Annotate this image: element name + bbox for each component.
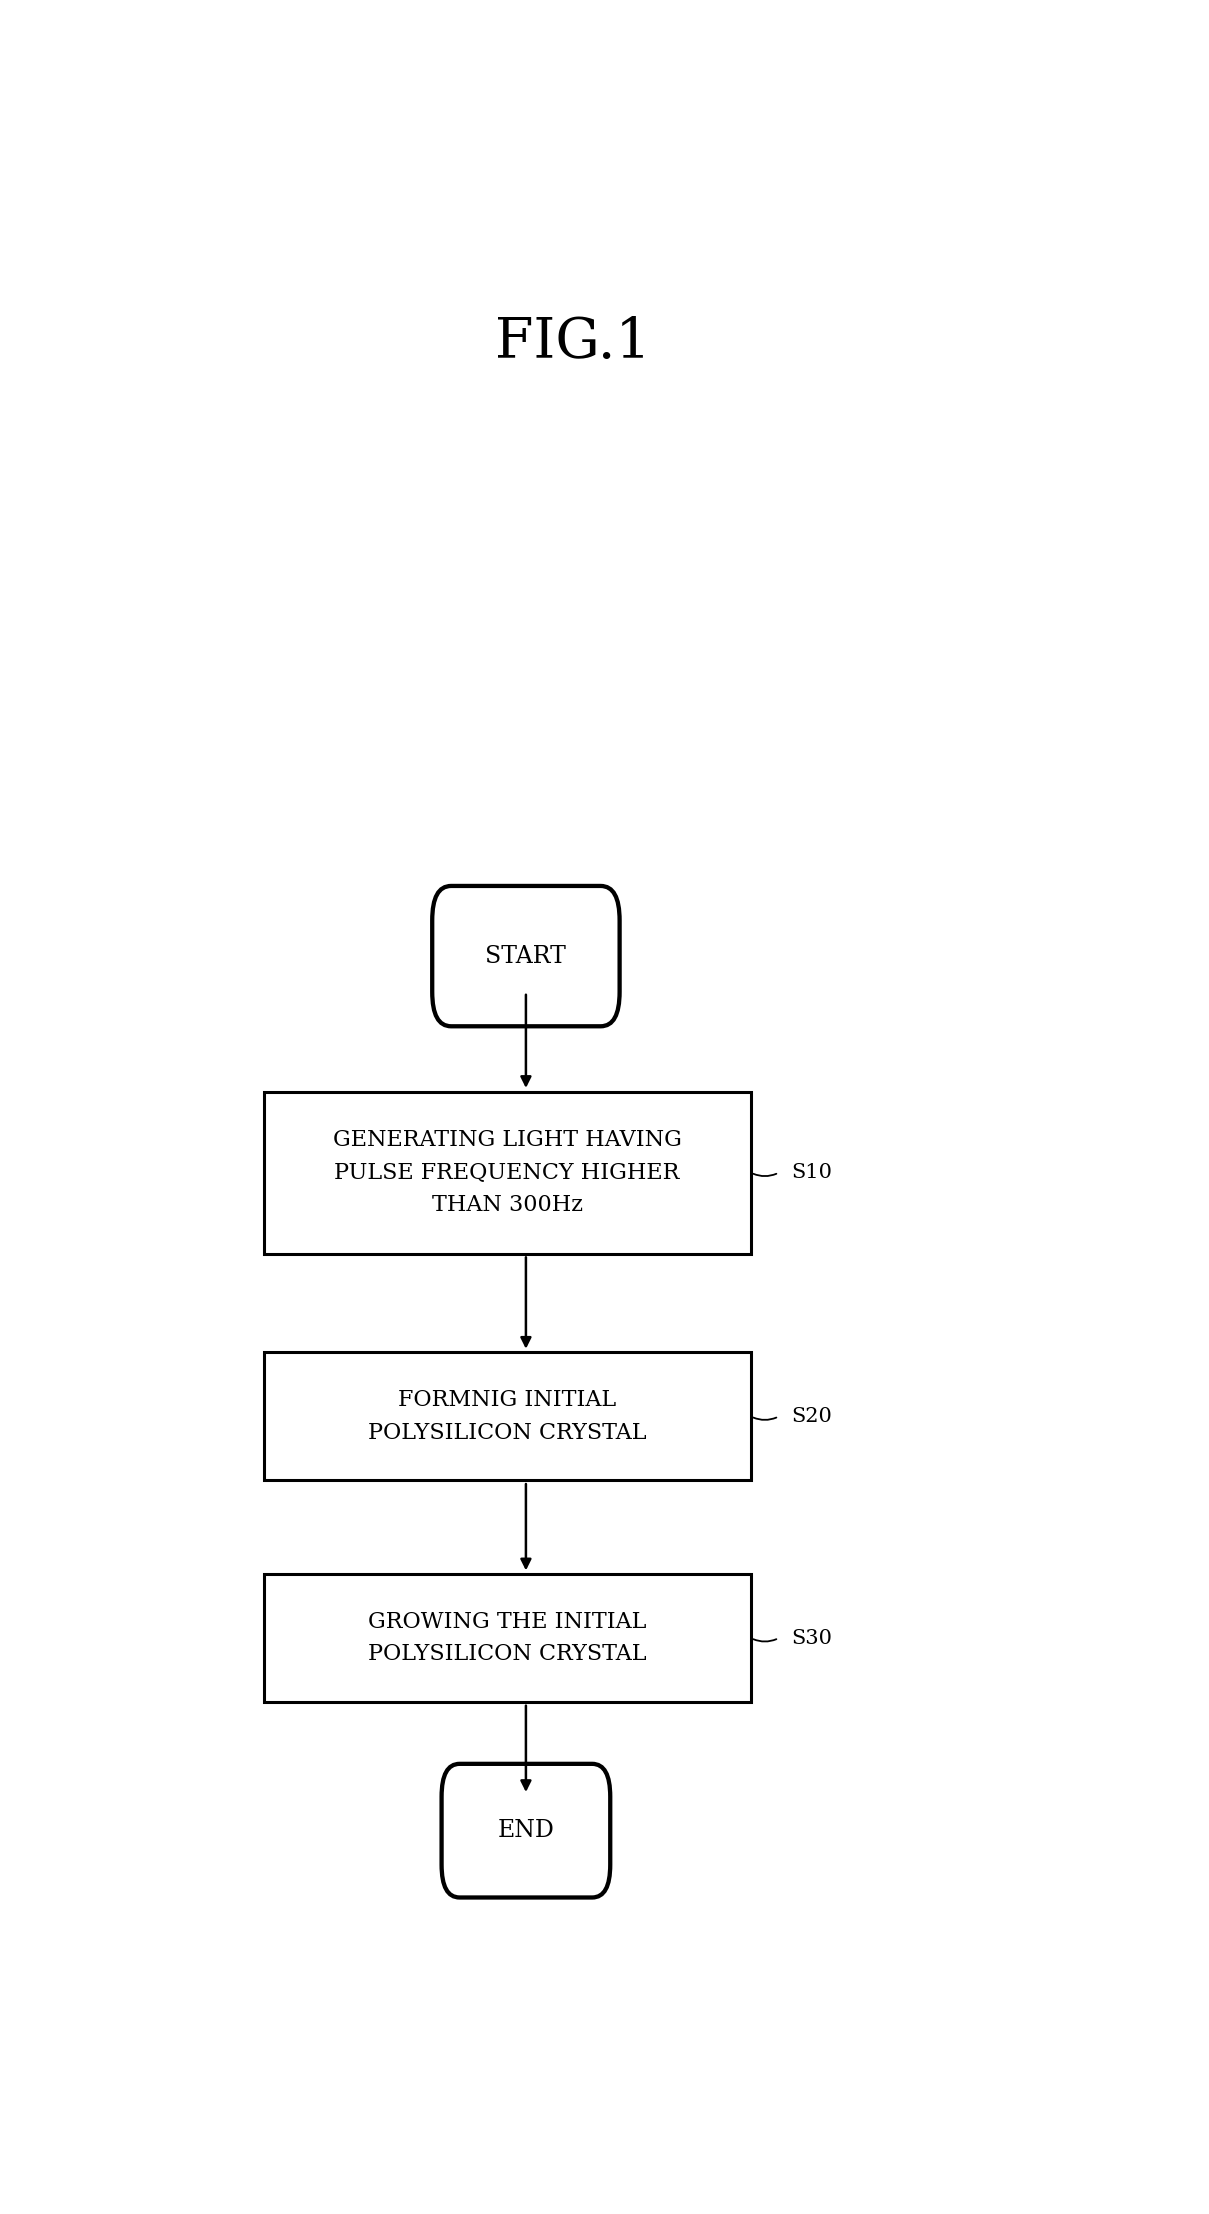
FancyBboxPatch shape [264,1353,751,1481]
FancyBboxPatch shape [264,1092,751,1253]
FancyBboxPatch shape [264,1574,751,1703]
Text: END: END [497,1820,555,1842]
Text: GENERATING LIGHT HAVING
PULSE FREQUENCY HIGHER
THAN 300Hz: GENERATING LIGHT HAVING PULSE FREQUENCY … [332,1129,682,1215]
Text: START: START [486,945,566,968]
Text: GROWING THE INITIAL
POLYSILICON CRYSTAL: GROWING THE INITIAL POLYSILICON CRYSTAL [368,1612,647,1665]
FancyBboxPatch shape [433,886,620,1027]
FancyBboxPatch shape [441,1765,611,1897]
Text: FIG.1: FIG.1 [494,314,650,370]
Text: FORMNIG INITIAL
POLYSILICON CRYSTAL: FORMNIG INITIAL POLYSILICON CRYSTAL [368,1390,647,1444]
Text: S10: S10 [791,1162,832,1182]
Text: S20: S20 [791,1406,832,1426]
Text: S30: S30 [791,1630,832,1647]
